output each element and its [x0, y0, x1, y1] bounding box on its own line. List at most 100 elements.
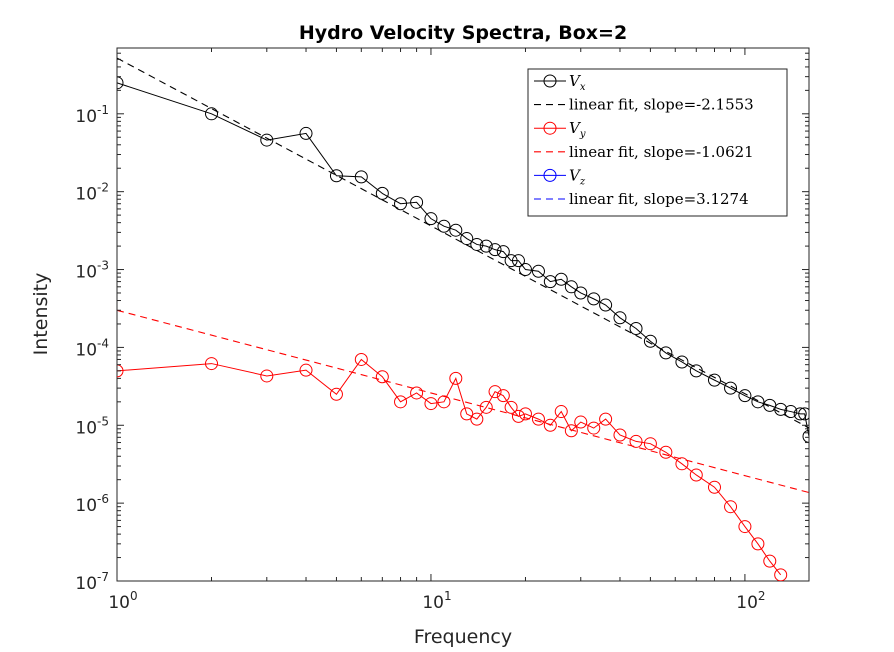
y-tick-label: 10-1	[75, 103, 109, 127]
series-y-point	[543, 418, 557, 432]
series-x-point	[784, 405, 798, 419]
legend: Vx linear fit, slope=-2.1553 Vy linear fit,…	[527, 68, 788, 217]
series-x-point	[531, 264, 545, 278]
series-x-point	[437, 219, 451, 233]
series-y-point	[299, 363, 313, 377]
series-y-point	[724, 500, 738, 514]
series-y-point	[751, 537, 765, 551]
series-y-point	[554, 405, 568, 419]
series-x-point	[205, 107, 219, 121]
y-axis-title: Intensity	[30, 273, 52, 356]
y-tick-label: 10-6	[75, 492, 109, 516]
series-y-point	[375, 370, 389, 384]
series-x-point	[260, 133, 274, 147]
series-x-point	[504, 254, 518, 268]
series-y-point	[329, 387, 343, 401]
series-y-point	[394, 395, 408, 409]
series-x-point	[299, 126, 313, 140]
x-axis-title: Frequency	[414, 626, 512, 648]
x-tick-label: 100	[108, 589, 137, 613]
series-y-point	[488, 385, 502, 399]
series-x-point	[613, 311, 627, 325]
series-x-point	[354, 170, 368, 184]
series-y-point	[738, 520, 752, 534]
legend-label-vx: Vx	[569, 72, 586, 93]
legend-label-vy: Vy	[569, 119, 586, 140]
series-x-point	[117, 76, 124, 90]
series-x-point	[460, 232, 474, 246]
series-x-point	[488, 243, 502, 257]
series-x-point	[793, 407, 807, 421]
legend-fit-label: linear fit, slope=-2.1553	[569, 96, 754, 114]
series-y-point	[479, 400, 493, 414]
series-x-point	[675, 355, 689, 369]
series-y-point	[763, 554, 777, 568]
legend-box	[527, 68, 788, 217]
legend-marker-y	[543, 121, 557, 135]
series-y-point	[531, 412, 545, 426]
series-y-point	[574, 415, 588, 429]
series-x-point	[329, 169, 343, 183]
series-y-point	[511, 409, 525, 423]
x-tick-label: 101	[422, 589, 451, 613]
series-y-point	[205, 357, 219, 371]
series-y-point	[587, 421, 601, 435]
series-x-point	[707, 373, 721, 387]
legend-label-vz: Vz	[569, 166, 586, 187]
series-y-point	[449, 371, 463, 385]
series-x-point	[496, 245, 510, 259]
series-x-point	[479, 239, 493, 253]
legend-fit-label: linear fit, slope=3.1274	[569, 190, 749, 208]
series-x-point	[587, 292, 601, 306]
y-tick-label: 10-5	[75, 414, 109, 438]
series-y-point	[643, 437, 657, 451]
series-y-point	[504, 400, 518, 414]
series-x-point	[738, 389, 752, 403]
series-y-point	[707, 480, 721, 494]
series-y-point	[470, 412, 484, 426]
y-tick-label: 10-7	[75, 570, 109, 594]
series-y-point	[613, 428, 627, 442]
legend-marker-x	[543, 74, 557, 88]
series-x-point	[689, 364, 703, 378]
series-y-point	[518, 407, 532, 421]
axis-ticks: 100 101 102 10-7 10-6 10-5 10-4 10-3 10-2 10-1	[75, 48, 809, 613]
series-y-point	[410, 386, 424, 400]
series-x-point	[543, 275, 557, 289]
series-y-point	[424, 397, 438, 411]
series-x-point	[564, 280, 578, 294]
legend-marker-z	[543, 168, 557, 182]
series-x-point	[659, 346, 673, 360]
series-x-point	[470, 237, 484, 251]
series-x-point	[554, 272, 568, 286]
series-y-point	[629, 434, 643, 448]
series-y-point	[260, 369, 274, 383]
y-tick-label: 10-3	[75, 259, 109, 283]
series-x-point	[629, 321, 643, 335]
series-y-point	[564, 424, 578, 438]
series-y-point	[689, 468, 703, 482]
series-x-point	[751, 395, 765, 409]
series-y-point	[117, 364, 124, 378]
series-x-point	[511, 254, 525, 268]
series-x-point	[375, 186, 389, 200]
series-y-point	[599, 412, 613, 426]
series-x-point	[774, 402, 788, 416]
series-y-point	[774, 568, 788, 581]
series-line-x	[117, 82, 809, 437]
series-x-point	[643, 334, 657, 348]
series-x-point	[599, 298, 613, 312]
series-x-point	[574, 286, 588, 300]
series-y-point	[460, 407, 474, 421]
series-x-point	[518, 263, 532, 277]
y-tick-label: 10-2	[75, 181, 109, 205]
legend-fit-label: linear fit, slope=-1.0621	[569, 143, 754, 161]
series-x-point	[394, 197, 408, 211]
series-x-point	[724, 381, 738, 395]
series-y-point	[354, 352, 368, 366]
series-y-point	[675, 457, 689, 471]
series-x-point	[424, 212, 438, 226]
series-y-point	[437, 395, 451, 409]
fit-line-1	[117, 57, 809, 429]
